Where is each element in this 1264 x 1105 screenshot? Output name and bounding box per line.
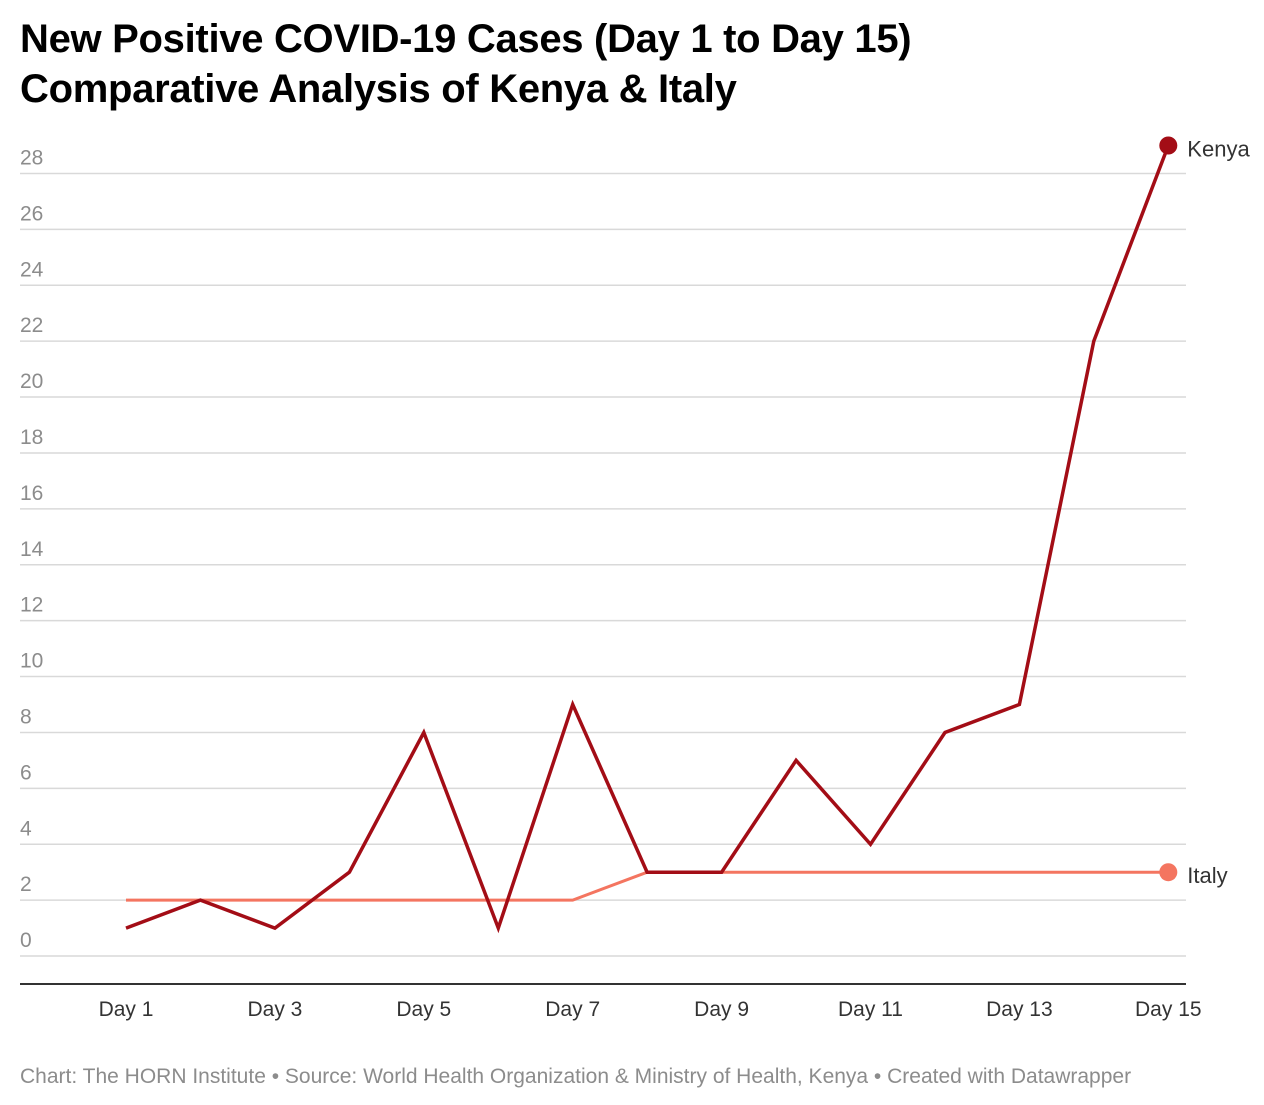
kenya-series-label: Kenya	[1187, 137, 1250, 162]
kenya-end-point	[1159, 136, 1178, 155]
y-tick-label-6: 6	[20, 761, 32, 784]
y-tick-label-18: 18	[20, 426, 43, 449]
x-tick-label-day-5: Day 5	[396, 998, 451, 1021]
chart-title-line-2: Comparative Analysis of Kenya & Italy	[20, 67, 737, 111]
x-tick-label-day-9: Day 9	[694, 998, 749, 1021]
italy-end-point	[1159, 863, 1178, 882]
series-lines	[125, 136, 1178, 934]
y-tick-label-14: 14	[20, 538, 44, 561]
y-tick-label-24: 24	[20, 258, 44, 281]
y-tick-label-2: 2	[20, 873, 32, 896]
y-tick-label-22: 22	[20, 314, 43, 337]
x-tick-label-day-11: Day 11	[838, 998, 903, 1021]
chart-title: New Positive COVID-19 Cases (Day 1 to Da…	[20, 14, 912, 114]
x-tick-label-day-3: Day 3	[247, 998, 302, 1021]
y-tick-label-26: 26	[20, 202, 43, 225]
y-tick-label-28: 28	[20, 146, 43, 169]
y-tick-label-4: 4	[20, 817, 32, 840]
y-tick-label-10: 10	[20, 650, 43, 673]
x-tick-label-day-13: Day 13	[986, 998, 1053, 1021]
series-labels: Italy Kenya	[1187, 137, 1250, 889]
chart-footer: Chart: The HORN Institute • Source: Worl…	[20, 1065, 1132, 1088]
y-tick-label-0: 0	[20, 929, 32, 952]
y-tick-label-20: 20	[20, 370, 43, 393]
y-tick-label-16: 16	[20, 482, 43, 505]
x-tick-label-day-7: Day 7	[545, 998, 600, 1021]
y-tick-label-8: 8	[20, 705, 32, 728]
italy-series-label: Italy	[1187, 863, 1227, 888]
gridlines	[20, 172, 1186, 985]
y-tick-label-12: 12	[20, 594, 43, 617]
chart-title-line-1: New Positive COVID-19 Cases (Day 1 to Da…	[20, 17, 912, 61]
x-axis-ticks: Day 1 Day 3 Day 5 Day 7 Day 9 Day 11 Day 13 Day…	[99, 998, 1202, 1021]
kenya-line	[125, 144, 1170, 934]
x-tick-label-day-15: Day 15	[1135, 998, 1202, 1021]
italy-line	[126, 870, 1169, 902]
x-tick-label-day-1: Day 1	[99, 998, 154, 1021]
